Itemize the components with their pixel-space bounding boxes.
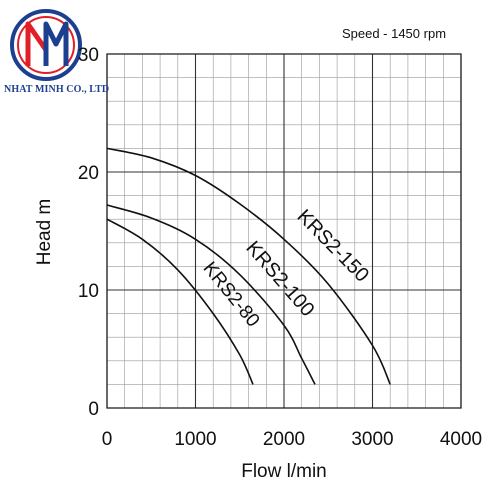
- tick-labels: 0 1000 2000 3000 4000 0 10 20 30: [78, 45, 482, 450]
- y-tick-label: 0: [88, 399, 99, 420]
- x-tick-label: 3000: [351, 429, 393, 450]
- curve-label-krs2-150: KRS2-150: [293, 205, 373, 286]
- y-tick-label: 30: [78, 45, 99, 66]
- y-tick-label: 20: [78, 163, 99, 184]
- logo-company-name: NHAT MINH CO., LTD: [4, 84, 110, 95]
- y-tick-label: 10: [78, 281, 99, 302]
- logo-inner-ring: [17, 16, 75, 74]
- logo-m-mark: [43, 21, 69, 66]
- x-tick-label: 1000: [174, 429, 216, 450]
- company-logo: [10, 9, 82, 81]
- curve-krs2-100: [106, 204, 316, 385]
- curve-krs2-150: [106, 147, 391, 385]
- speed-annotation: Speed - 1450 rpm: [342, 26, 446, 41]
- x-tick-label: 2000: [263, 429, 305, 450]
- x-tick-label: 0: [102, 429, 113, 450]
- plot-frame: [106, 53, 462, 409]
- y-axis-label: Head m: [34, 199, 55, 266]
- curve-krs2-80: [106, 218, 254, 385]
- x-tick-label: 4000: [440, 429, 482, 450]
- x-axis-label: Flow l/min: [241, 461, 327, 482]
